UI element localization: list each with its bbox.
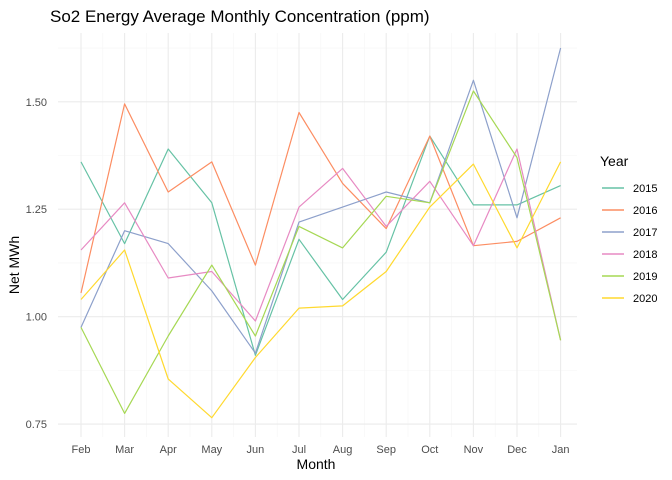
x-axis-title: Month [297,456,336,472]
y-tick-label: 1.25 [26,204,47,216]
legend-label-2018: 2018 [633,249,657,261]
x-tick-label: Jan [552,444,570,456]
series-line-2020 [80,161,562,419]
series-line-2015 [80,135,561,356]
y-axis-ticks: 0.75 1.00 1.25 1.50 [26,97,47,431]
x-tick-label: Mar [115,444,134,456]
legend-label-2019: 2019 [633,271,657,283]
y-axis-title: Net MWh [6,236,22,294]
x-tick-label: Oct [421,444,438,456]
chart-title: So2 Energy Average Monthly Concentration… [50,7,430,26]
x-tick-label: Jul [292,444,306,456]
series-line-2019 [80,90,562,414]
grid-minor [58,33,577,437]
legend: Year 2015 2016 2017 2018 2019 2020 [600,153,657,305]
legend-label-2016: 2016 [633,205,657,217]
legend-label-2020: 2020 [633,293,657,305]
x-tick-label: Jun [247,444,265,456]
x-tick-label: Dec [507,444,527,456]
series-layer [80,47,562,419]
series-line-2017 [80,47,562,354]
y-tick-label: 0.75 [26,419,47,431]
series-line-2016 [80,103,561,294]
y-tick-label: 1.00 [26,312,47,324]
x-tick-label: Feb [72,444,91,456]
x-tick-label: Apr [160,444,177,456]
x-tick-label: Nov [464,444,484,456]
y-tick-label: 1.50 [26,97,47,109]
grid-major [58,33,577,437]
x-tick-label: Aug [333,444,353,456]
legend-label-2015: 2015 [633,183,657,195]
x-tick-label: May [201,444,222,456]
x-tick-label: Sep [376,444,396,456]
series-line-2018 [80,148,562,341]
legend-title: Year [600,153,629,169]
legend-label-2017: 2017 [633,227,657,239]
x-axis-ticks: Feb Mar Apr May Jun Jul Aug Sep Oct Nov Dec Jan [72,444,570,456]
